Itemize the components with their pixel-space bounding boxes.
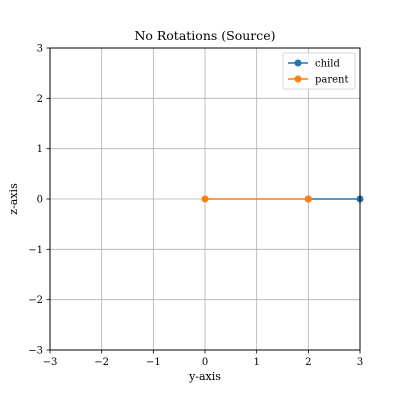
x-tick-label: 2 <box>305 357 311 368</box>
legend-item-child: child <box>288 59 340 70</box>
x-tick-label: −2 <box>94 357 109 368</box>
y-axis-label: z-axis <box>7 183 20 215</box>
y-tick-label: 2 <box>37 94 43 105</box>
y-tick-label: −2 <box>28 295 43 306</box>
legend: child parent <box>282 52 356 90</box>
x-tick-label: 1 <box>253 357 259 368</box>
y-tick-label: −3 <box>28 346 43 357</box>
legend-label-parent: parent <box>315 75 349 86</box>
series-parent <box>201 195 312 203</box>
x-tick-label: −3 <box>43 357 58 368</box>
y-tick-label: −1 <box>28 245 43 256</box>
chart-title: No Rotations (Source) <box>134 28 275 43</box>
series-layer <box>201 195 364 203</box>
legend-item-parent: parent <box>288 75 349 86</box>
legend-marker-parent <box>294 75 302 83</box>
x-tick-label: 0 <box>202 357 208 368</box>
y-tick-label: 0 <box>37 195 43 206</box>
legend-label-child: child <box>315 59 340 70</box>
legend-marker-child <box>294 59 302 67</box>
y-tick-label: 3 <box>37 44 43 55</box>
x-tick-label: −1 <box>146 357 161 368</box>
data-point-parent <box>304 195 312 203</box>
y-tick-label: 1 <box>37 144 43 155</box>
data-point-parent <box>201 195 209 203</box>
x-axis-label: y-axis <box>188 370 221 383</box>
ticks: −3 −2 −1 0 1 2 3 −3 −2 −1 0 1 2 3 <box>28 44 363 369</box>
x-tick-label: 3 <box>357 357 363 368</box>
